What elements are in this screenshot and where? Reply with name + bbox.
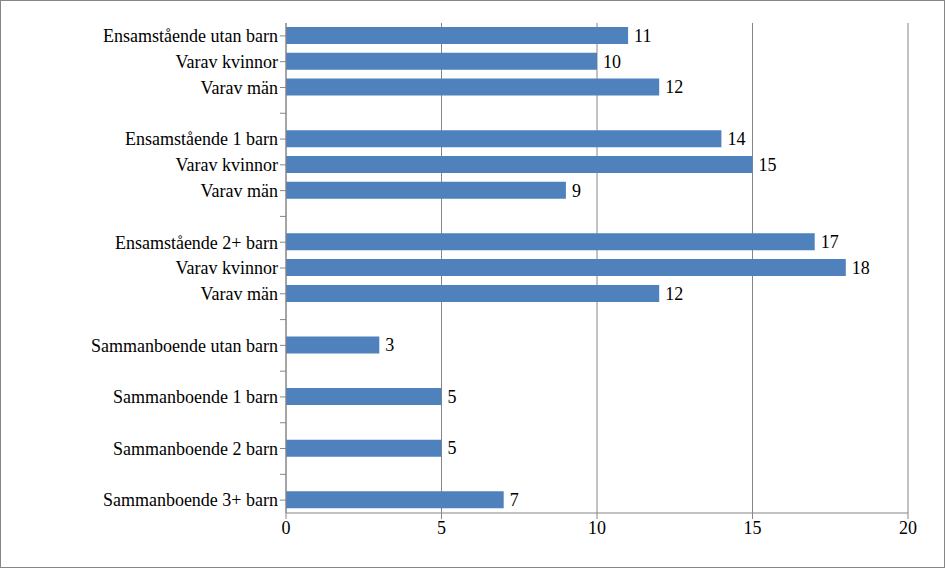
- svg-text:7: 7: [510, 490, 519, 510]
- svg-text:Varav män: Varav män: [201, 181, 278, 201]
- svg-text:5: 5: [448, 387, 457, 407]
- svg-text:5: 5: [437, 518, 446, 538]
- svg-text:17: 17: [821, 232, 839, 252]
- svg-text:12: 12: [665, 77, 683, 97]
- svg-text:Ensamstående utan barn: Ensamstående utan barn: [103, 26, 278, 46]
- svg-text:Varav kvinnor: Varav kvinnor: [176, 52, 278, 72]
- svg-text:Sammanboende 3+ barn: Sammanboende 3+ barn: [103, 490, 278, 510]
- svg-text:15: 15: [744, 518, 762, 538]
- svg-text:10: 10: [603, 52, 621, 72]
- svg-text:11: 11: [634, 26, 651, 46]
- svg-text:20: 20: [899, 518, 917, 538]
- svg-text:0: 0: [282, 518, 291, 538]
- svg-text:Varav män: Varav män: [201, 78, 278, 98]
- svg-text:10: 10: [588, 518, 606, 538]
- svg-text:Sammanboende 1 barn: Sammanboende 1 barn: [113, 387, 278, 407]
- svg-text:14: 14: [727, 129, 745, 149]
- svg-text:Ensamstående 1 barn: Ensamstående 1 barn: [125, 129, 278, 149]
- svg-text:3: 3: [385, 335, 394, 355]
- svg-text:Ensamstående 2+ barn: Ensamstående 2+ barn: [115, 233, 278, 253]
- svg-text:18: 18: [852, 258, 870, 278]
- svg-text:Sammanboende 2 barn: Sammanboende 2 barn: [113, 439, 278, 459]
- svg-text:9: 9: [572, 181, 581, 201]
- svg-text:Varav män: Varav män: [201, 284, 278, 304]
- svg-text:Varav kvinnor: Varav kvinnor: [176, 258, 278, 278]
- svg-text:Varav kvinnor: Varav kvinnor: [176, 155, 278, 175]
- svg-text:Sammanboende utan barn: Sammanboende utan barn: [91, 336, 278, 356]
- svg-text:5: 5: [448, 438, 457, 458]
- svg-text:12: 12: [665, 284, 683, 304]
- svg-text:15: 15: [759, 155, 777, 175]
